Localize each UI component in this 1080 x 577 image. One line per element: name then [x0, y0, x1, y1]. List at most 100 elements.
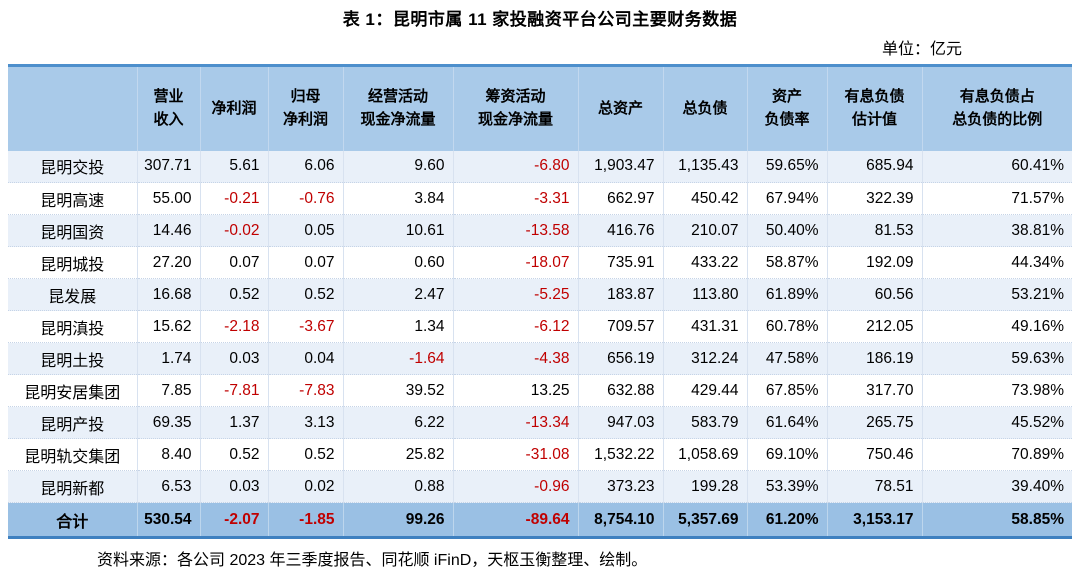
value-cell: -13.34 — [453, 406, 579, 439]
value-cell: -7.83 — [268, 374, 344, 407]
value-cell: -3.67 — [268, 310, 344, 343]
value-cell: 6.06 — [268, 150, 344, 183]
table-row: 昆明新都 6.53 0.03 0.02 0.88 -0.96 373.23 199.28 53.… — [8, 470, 1072, 503]
value-cell: 433.22 — [663, 246, 748, 279]
value-cell: 0.88 — [343, 470, 454, 503]
total-row: 合计 530.54 -2.07 -1.85 99.26 -89.64 8,754.10 5,3… — [8, 502, 1072, 538]
value-cell: 183.87 — [578, 278, 664, 311]
column-header: 经营活动 现金净流量 — [343, 65, 454, 151]
value-cell: 8.40 — [137, 438, 201, 471]
value-cell: 1,058.69 — [663, 438, 748, 471]
value-cell: 78.51 — [827, 470, 923, 503]
company-cell: 昆明新都 — [8, 470, 138, 503]
value-cell: -0.76 — [268, 182, 344, 215]
value-cell: 750.46 — [827, 438, 923, 471]
table-row: 昆明国资 14.46 -0.02 0.05 10.61 -13.58 416.76 210.0… — [8, 214, 1072, 247]
value-cell: 6.53 — [137, 470, 201, 503]
table-row: 昆明土投 1.74 0.03 0.04 -1.64 -4.38 656.19 312.24 47… — [8, 342, 1072, 375]
value-cell: 1,135.43 — [663, 150, 748, 183]
source-note: 资料来源：各公司 2023 年三季度报告、同花顺 iFinD，天枢玉衡整理、绘制… — [97, 552, 648, 569]
value-cell: 1.34 — [343, 310, 454, 343]
value-cell: 373.23 — [578, 470, 664, 503]
company-cell: 昆明滇投 — [8, 310, 138, 343]
financial-table: 营业 收入 净利润 归母 净利润 经营活动 现金净流量 筹资活动 现金净流量 总资产 总负债… — [8, 64, 1072, 539]
value-cell: -0.02 — [200, 214, 269, 247]
value-cell: 0.52 — [200, 278, 269, 311]
value-cell: 0.02 — [268, 470, 344, 503]
unit-label: 单位：亿元 — [881, 41, 962, 58]
value-cell: -6.80 — [453, 150, 579, 183]
value-cell: 67.85% — [747, 374, 828, 407]
value-cell: 947.03 — [578, 406, 664, 439]
value-cell: 0.07 — [200, 246, 269, 279]
value-cell: 16.68 — [137, 278, 201, 311]
value-cell: -0.21 — [200, 182, 269, 215]
value-cell: 39.40% — [922, 470, 1072, 503]
value-cell: 3,153.17 — [827, 502, 923, 538]
value-cell: 53.39% — [747, 470, 828, 503]
value-cell: 317.70 — [827, 374, 923, 407]
value-cell: 61.89% — [747, 278, 828, 311]
table-row: 昆明交投 307.71 5.61 6.06 9.60 -6.80 1,903.47 1,135… — [8, 150, 1072, 183]
value-cell: 0.52 — [268, 278, 344, 311]
value-cell: -2.18 — [200, 310, 269, 343]
value-cell: -0.96 — [453, 470, 579, 503]
value-cell: -6.12 — [453, 310, 579, 343]
value-cell: -1.85 — [268, 502, 344, 538]
value-cell: -13.58 — [453, 214, 579, 247]
value-cell: 69.10% — [747, 438, 828, 471]
table-body: 昆明交投 307.71 5.61 6.06 9.60 -6.80 1,903.47 1,135… — [8, 150, 1072, 503]
value-cell: 322.39 — [827, 182, 923, 215]
value-cell: -2.07 — [200, 502, 269, 538]
table-title: 表 1：昆明市属 11 家投融资平台公司主要财务数据 — [342, 10, 738, 29]
company-cell: 昆明交投 — [8, 150, 138, 183]
column-header: 有息负债 估计值 — [827, 65, 923, 151]
value-cell: 113.80 — [663, 278, 748, 311]
value-cell: 50.40% — [747, 214, 828, 247]
value-cell: 3.84 — [343, 182, 454, 215]
value-cell: 0.07 — [268, 246, 344, 279]
value-cell: 59.65% — [747, 150, 828, 183]
value-cell: 39.52 — [343, 374, 454, 407]
value-cell: 10.61 — [343, 214, 454, 247]
column-header: 净利润 — [200, 65, 269, 151]
value-cell: 0.60 — [343, 246, 454, 279]
value-cell: -89.64 — [453, 502, 579, 538]
value-cell: 416.76 — [578, 214, 664, 247]
value-cell: -31.08 — [453, 438, 579, 471]
value-cell: 210.07 — [663, 214, 748, 247]
corner-cell — [8, 65, 138, 151]
value-cell: 1.74 — [137, 342, 201, 375]
column-header: 营业 收入 — [137, 65, 201, 151]
company-cell: 昆明安居集团 — [8, 374, 138, 407]
column-header: 归母 净利润 — [268, 65, 344, 151]
value-cell: 709.57 — [578, 310, 664, 343]
value-cell: 1,532.22 — [578, 438, 664, 471]
table-row: 昆明高速 55.00 -0.21 -0.76 3.84 -3.31 662.97 450.42… — [8, 182, 1072, 215]
company-cell: 昆明土投 — [8, 342, 138, 375]
value-cell: 1,903.47 — [578, 150, 664, 183]
value-cell: 0.03 — [200, 342, 269, 375]
company-cell: 昆明轨交集团 — [8, 438, 138, 471]
value-cell: 13.25 — [453, 374, 579, 407]
value-cell: 6.22 — [343, 406, 454, 439]
value-cell: 70.89% — [922, 438, 1072, 471]
value-cell: 2.47 — [343, 278, 454, 311]
value-cell: 73.98% — [922, 374, 1072, 407]
value-cell: 44.34% — [922, 246, 1072, 279]
value-cell: 61.64% — [747, 406, 828, 439]
column-header: 总资产 — [578, 65, 664, 151]
value-cell: 3.13 — [268, 406, 344, 439]
value-cell: 8,754.10 — [578, 502, 664, 538]
value-cell: 47.58% — [747, 342, 828, 375]
company-cell: 昆明高速 — [8, 182, 138, 215]
value-cell: 307.71 — [137, 150, 201, 183]
value-cell: 0.05 — [268, 214, 344, 247]
header-row: 营业 收入 净利润 归母 净利润 经营活动 现金净流量 筹资活动 现金净流量 总资产 总负债… — [8, 65, 1072, 151]
column-header: 筹资活动 现金净流量 — [453, 65, 579, 151]
value-cell: 429.44 — [663, 374, 748, 407]
value-cell: 53.21% — [922, 278, 1072, 311]
value-cell: 14.46 — [137, 214, 201, 247]
value-cell: 58.85% — [922, 502, 1072, 538]
value-cell: 265.75 — [827, 406, 923, 439]
